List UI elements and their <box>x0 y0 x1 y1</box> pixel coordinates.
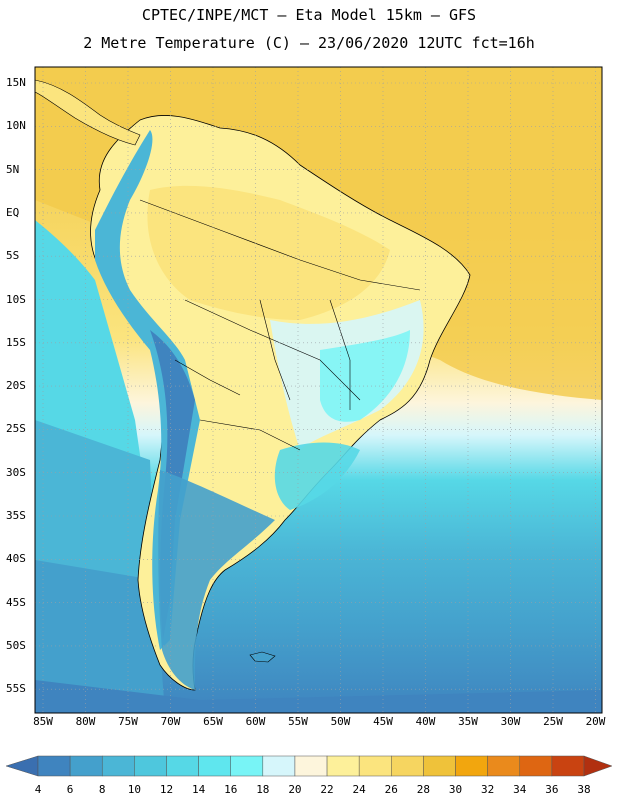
lon-label: 45W <box>373 715 393 728</box>
colorbar-label: 22 <box>320 783 334 796</box>
lon-label: 60W <box>245 715 266 728</box>
colorbar-swatch <box>455 755 488 777</box>
colorbar-swatch <box>551 755 585 777</box>
colorbar-swatch <box>69 755 103 777</box>
lat-label: 35S <box>6 509 26 522</box>
lat-label: 15S <box>6 335 26 349</box>
colorbar-label: 14 <box>191 783 206 796</box>
lat-label: 20S <box>6 379 26 393</box>
brazil-highlands-cooler <box>320 330 410 422</box>
colorbar-label: 38 <box>577 783 591 796</box>
colorbar-label: 20 <box>288 783 302 796</box>
lat-label: 5N <box>6 162 20 176</box>
southern-brazil-cool <box>274 442 360 510</box>
colorbar-swatch <box>37 755 71 777</box>
lon-label: 55W <box>288 715 308 728</box>
amazon-warm-region <box>147 185 390 320</box>
lat-label: 5S <box>6 249 20 263</box>
southern-cold-water <box>35 680 602 713</box>
central-america <box>35 79 141 146</box>
grid-lines <box>35 67 602 713</box>
colorbar-max-arrow <box>583 755 613 777</box>
lat-label: 55S <box>6 682 26 696</box>
colorbar-label: 30 <box>448 783 463 796</box>
colorbar-label: 12 <box>159 783 174 796</box>
colorbar-label: 28 <box>416 783 431 796</box>
lon-label: 40W <box>415 715 436 728</box>
lat-label: 25S <box>6 422 26 436</box>
lon-label: 30W <box>500 715 521 728</box>
colorbar-swatch <box>101 755 135 777</box>
lat-label: EQ <box>6 205 20 219</box>
lat-label: 45S <box>6 595 26 609</box>
lat-label: 50S <box>6 638 26 652</box>
falkland-islands <box>249 651 276 663</box>
lon-label: 35W <box>458 715 478 728</box>
map-title-line1: CPTEC/INPE/MCT – Eta Model 15km – GFS <box>141 6 477 24</box>
lat-label: 10N <box>6 119 26 133</box>
map-frame <box>34 66 603 714</box>
country-borders <box>139 199 421 451</box>
lon-label: 75W <box>118 715 138 728</box>
colorbar-swatch <box>294 755 328 777</box>
colorbar-swatch <box>262 755 296 777</box>
colorbar-swatch <box>166 755 199 777</box>
lat-label: 15N <box>6 76 26 89</box>
lon-label: 80W <box>75 715 96 728</box>
lat-label: 30S <box>6 465 26 479</box>
lon-label: 65W <box>203 715 223 728</box>
colorbar-label: 18 <box>256 783 270 796</box>
colorbar-label: 16 <box>224 783 238 796</box>
colorbar-swatch <box>198 755 231 777</box>
colorbar-label: 8 <box>98 783 106 796</box>
colorbar <box>5 755 613 777</box>
colorbar-swatch <box>358 755 392 777</box>
lat-label: 40S <box>6 552 26 566</box>
colorbar-swatch <box>230 755 264 777</box>
patagonia-cool <box>158 470 275 690</box>
colorbar-swatch <box>519 755 553 777</box>
colorbar-label: 34 <box>513 783 527 796</box>
map-title-line2: 2 Metre Temperature (C) – 23/06/2020 12U… <box>83 34 535 52</box>
lon-label: 50W <box>330 715 351 728</box>
pacific-cold-water <box>35 560 165 713</box>
colorbar-label: 36 <box>545 783 559 796</box>
lon-label: 70W <box>160 715 181 728</box>
colorbar-label: 10 <box>127 783 141 796</box>
lon-label: 85W <box>33 715 53 728</box>
colorbar-min-arrow <box>5 755 39 777</box>
colorbar-label: 32 <box>481 783 495 796</box>
colorbar-swatch <box>326 755 360 777</box>
colorbar-swatch <box>391 755 424 777</box>
lon-label: 25W <box>543 715 563 728</box>
colorbar-label: 26 <box>384 783 398 796</box>
colorbar-swatch <box>423 755 456 777</box>
colorbar-label: 24 <box>352 783 366 796</box>
colorbar-label: 6 <box>66 783 74 796</box>
colorbar-swatch <box>487 755 521 777</box>
lat-label: 10S <box>6 292 26 306</box>
lon-label: 20W <box>585 715 606 728</box>
colorbar-label: 4 <box>34 783 42 796</box>
colorbar-swatch <box>134 755 167 777</box>
